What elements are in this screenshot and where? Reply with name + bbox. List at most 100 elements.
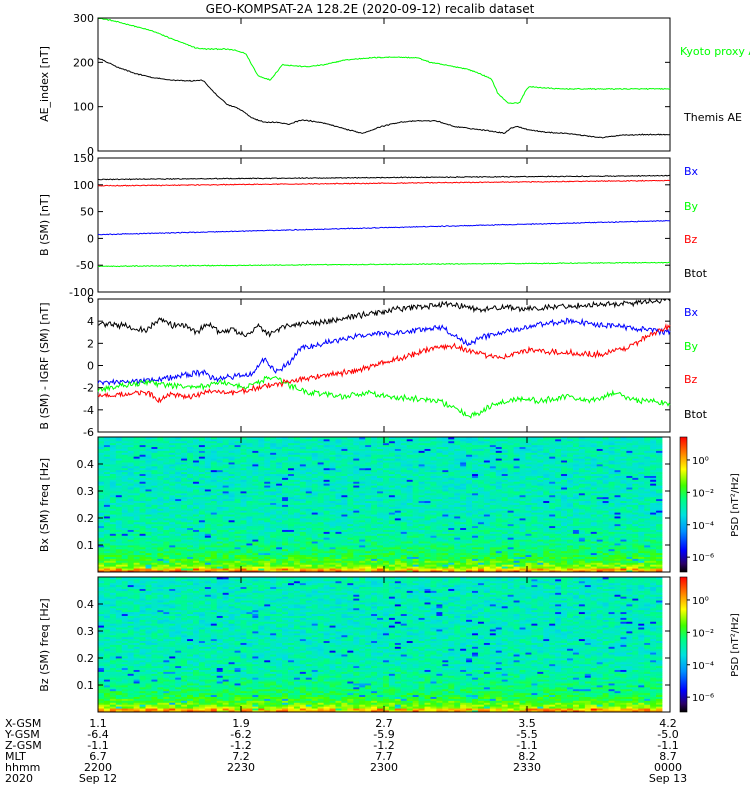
bx-spec-cell (555, 548, 562, 552)
bx-spec-cell (442, 535, 449, 538)
bx-spec-cell (543, 502, 550, 505)
bx-spec-cell (501, 496, 509, 500)
bx-spec-cell (596, 545, 604, 548)
bx-spec-cell (561, 554, 568, 557)
bx-spec-cell (157, 477, 164, 480)
bx-spec-cell (495, 516, 503, 519)
bx-spec-cell (305, 471, 313, 475)
bx-spec-cell (626, 552, 633, 556)
bx-spec-cell (614, 568, 621, 571)
bx-spec-cell (335, 552, 342, 556)
bx-spec-cell (626, 550, 633, 554)
bx-spec-cell (258, 548, 265, 552)
bx-spec-cell (632, 548, 639, 552)
bx-spec-cell (650, 510, 657, 513)
bx-spec-cell (103, 556, 111, 559)
bx-spec-cell (656, 487, 663, 490)
bx-spec-cell (341, 510, 348, 513)
bx-spec-cell (394, 479, 402, 482)
bx-spec-cell (121, 502, 129, 505)
bx-spec-cell (572, 489, 580, 492)
bx-spec-cell (555, 529, 562, 532)
bx-spec-cell (187, 491, 194, 494)
bx-spec-cell (365, 500, 372, 503)
bx-spec-cell (103, 550, 111, 554)
bx-spec-cell (489, 550, 497, 554)
bx-spec-cell (222, 475, 230, 478)
bx-spec-cell (602, 477, 609, 480)
bx-spec-cell (228, 487, 235, 490)
bx-spec-cell (133, 504, 140, 507)
bx-spec-cell (430, 566, 437, 569)
bx-spec-cell (418, 477, 425, 480)
bx-spec-cell (175, 479, 182, 482)
bx-spec-cell (549, 548, 556, 552)
bx-spec-cell (650, 550, 657, 554)
bx-spec-cell (270, 510, 277, 513)
bx-spec-cell (632, 541, 639, 544)
bx-spec-cell (382, 494, 390, 498)
bx-spec-cell (650, 487, 657, 490)
bx-spec-cell (584, 498, 592, 502)
bx-spec-cell (299, 483, 307, 486)
bx-spec-cell (341, 566, 348, 569)
bx-spec-cell (632, 546, 639, 550)
bx-spec-cell (293, 525, 301, 529)
bx-spec-cell (572, 568, 580, 571)
bx-spec-cell (513, 539, 520, 542)
bx-spec-cell (335, 560, 342, 563)
bx-spec-cell (335, 508, 342, 511)
bx-spec-cell (169, 521, 176, 525)
bx-spec-cell (145, 473, 152, 476)
bx-spec-cell (240, 483, 247, 486)
bx-spec-cell (127, 529, 135, 532)
bx-spec-cell (287, 477, 295, 480)
bx-spec-cell (614, 483, 621, 486)
bx-spec-cell (216, 564, 224, 567)
bx-spec-cell (115, 535, 123, 538)
bx-spec-cell (525, 498, 532, 502)
bx-spec-cell (483, 558, 491, 561)
bx-spec-cell (596, 548, 604, 552)
bx-spec-cell (406, 477, 414, 480)
bx-spec-cell (258, 481, 265, 484)
bx-spec-cell (276, 492, 283, 496)
bx-spec-cell (442, 552, 449, 556)
bx-spec-cell (157, 546, 164, 550)
bx-spec-cell (311, 514, 319, 517)
bx-spec-cell (103, 504, 111, 507)
bx-spec-cell (519, 560, 526, 563)
bx-spec-cell (644, 558, 651, 561)
bx-spec-cell (483, 556, 491, 559)
bx-spec-cell (264, 498, 271, 502)
bx-spec-cell (472, 543, 479, 546)
bx-spec-cell (620, 492, 627, 496)
bx-spec-cell (513, 508, 520, 511)
bx-spec-cell (400, 556, 408, 559)
bx-spec-cell (650, 568, 657, 571)
bx-spec-cell (341, 500, 348, 503)
bx-spec-cell (276, 516, 283, 519)
bx-spec-cell (608, 492, 615, 496)
bx-spec-cell (584, 545, 592, 548)
bx-spec-cell (264, 516, 271, 519)
bx-spec-cell (460, 510, 467, 513)
bx-spec-cell (127, 523, 135, 527)
bx-spec-cell (507, 504, 514, 507)
bx-spec-cell (198, 556, 206, 559)
bx-spec-cell (424, 508, 431, 511)
bx-spec-cell (632, 535, 639, 538)
bx-spec-cell (192, 535, 200, 538)
bx-spec-cell (181, 489, 188, 492)
bx-spec-cell (157, 543, 164, 546)
bx-spec-cell (620, 558, 627, 561)
bx-spec-cell (650, 519, 657, 523)
bx-spec-cell (525, 516, 532, 519)
bx-spec-cell (240, 539, 247, 542)
bx-spec-cell (169, 548, 176, 552)
legend-by: By (684, 200, 699, 213)
bx-spec-cell (198, 519, 206, 523)
bx-spec-cell (287, 543, 295, 546)
bx-spec-cell (371, 519, 378, 523)
bx-spec-cell (567, 529, 574, 532)
